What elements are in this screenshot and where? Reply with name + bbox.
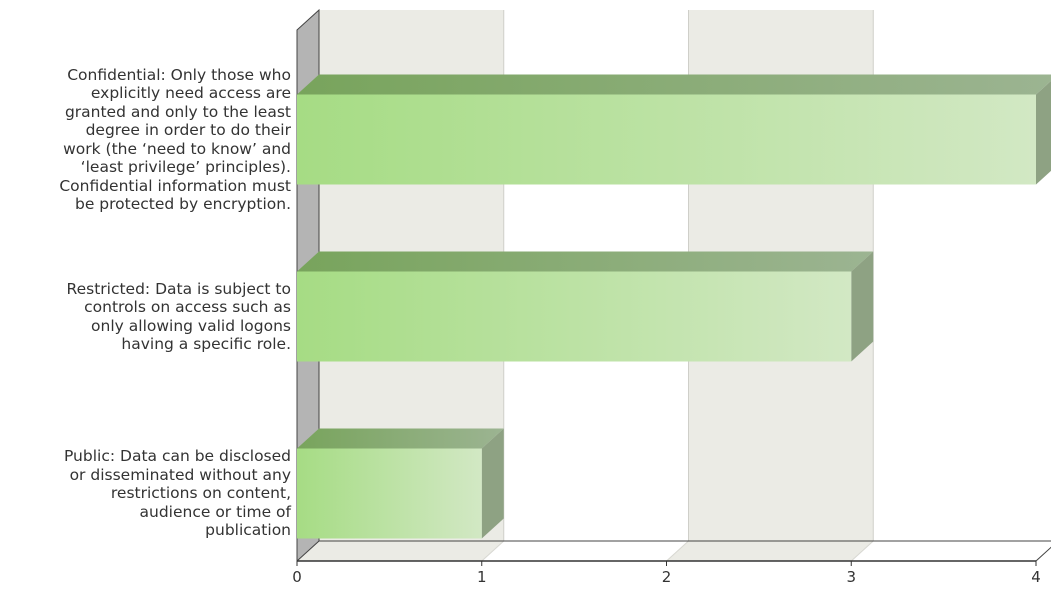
category-label-line: granted and only to the least — [64, 102, 291, 121]
category-label-line: only allowing valid logons — [91, 316, 291, 335]
category-label-line: having a specific role. — [121, 335, 291, 353]
category-label: Public: Data can be disclosed or dissemin… — [9, 447, 291, 540]
bars — [297, 74, 1051, 539]
bar — [297, 271, 852, 362]
bar-top — [297, 74, 1051, 95]
bar — [297, 94, 1036, 185]
floor-band — [297, 541, 504, 561]
category-label-line: Public: Data can be disclosed — [63, 447, 291, 466]
bar-side — [851, 251, 874, 362]
category-label-line: publication — [205, 521, 291, 540]
category-label-line: audience or time of — [139, 502, 291, 521]
floor-band — [666, 541, 874, 561]
floor-grid-line — [481, 540, 505, 562]
floor-grid-line — [666, 540, 689, 562]
category-label-line: ‘least privilege’ principles). — [80, 158, 291, 176]
category-label-line: Confidential: Only those who — [67, 65, 291, 84]
floor-band — [481, 541, 689, 561]
category-label-line: Confidential information must — [59, 176, 291, 195]
category-label-line: be protected by encryption. — [75, 195, 291, 213]
floor-grid-line — [850, 540, 874, 562]
bar-top — [297, 251, 874, 272]
x-tick-label: 2 — [662, 568, 672, 586]
bar — [297, 448, 482, 539]
x-tick-label: 4 — [1031, 568, 1041, 586]
category-label-line: work (the ‘need to know’ and — [63, 139, 291, 158]
category-label: Restricted: Data is subject to controls o… — [9, 280, 291, 354]
category-label-line: or disseminated without any — [69, 465, 291, 484]
floor-band — [851, 541, 1051, 561]
category-label-line: controls on access such as — [84, 298, 291, 316]
bar-top — [297, 428, 504, 449]
category-label-line: Restricted: Data is subject to — [66, 279, 291, 298]
x-tick-label: 0 — [292, 568, 302, 586]
category-label-line: restrictions on content, — [110, 484, 291, 503]
floor-right-edge — [1035, 546, 1051, 562]
x-tick-labels: 0 1 2 3 4 — [292, 561, 1041, 586]
bar-side — [481, 428, 504, 539]
x-tick-label: 1 — [477, 568, 487, 586]
x-tick-label: 3 — [846, 568, 856, 586]
category-label-line: explicitly need access are — [90, 84, 291, 102]
bar-side — [1036, 80, 1051, 185]
category-label: Confidential: Only those who explicitly n… — [9, 66, 291, 214]
category-label-line: degree in order to do their — [85, 121, 291, 139]
